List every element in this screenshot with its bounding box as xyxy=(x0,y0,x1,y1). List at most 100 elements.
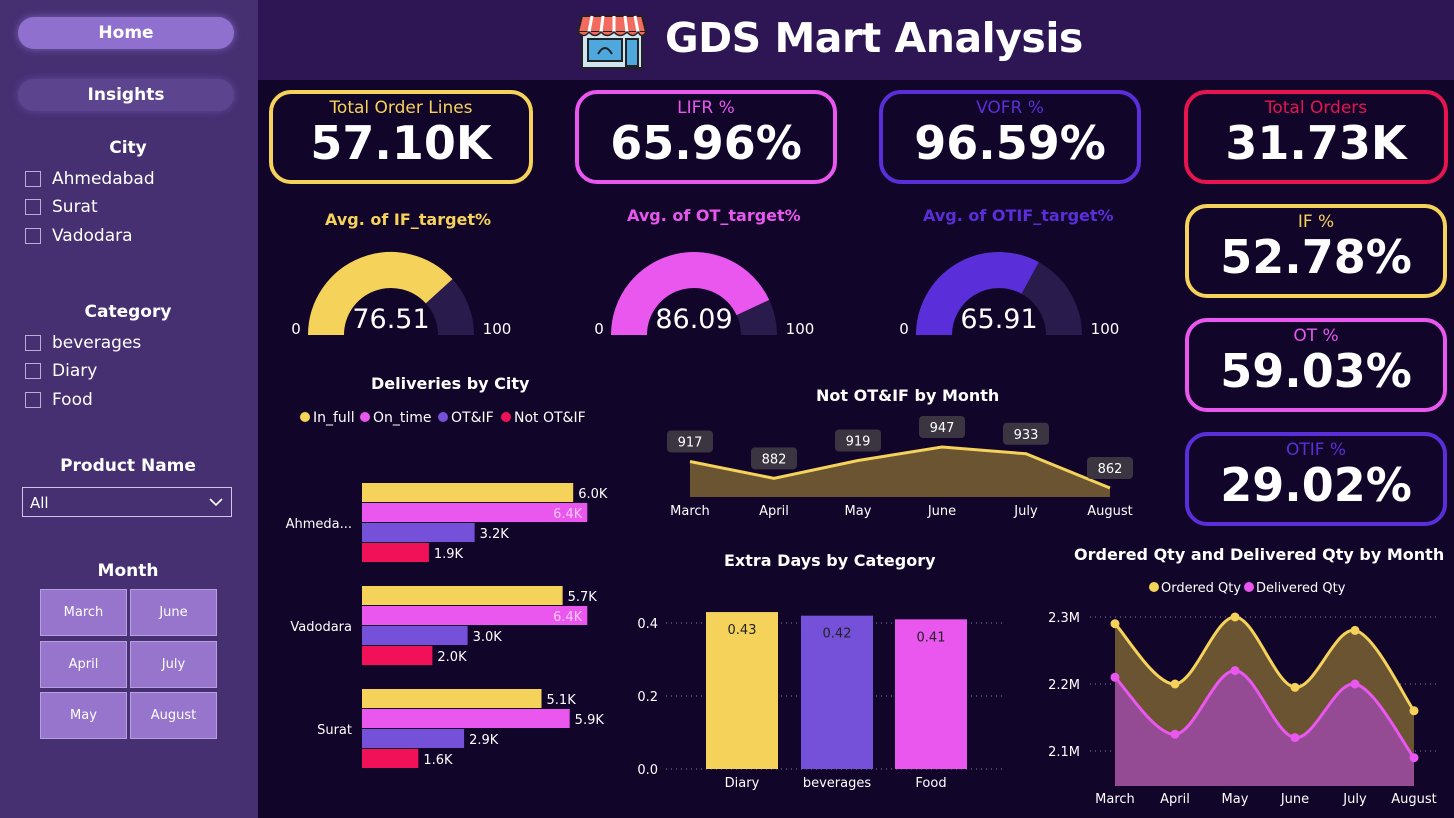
x-axis-label: July xyxy=(1013,504,1038,519)
y-axis-label: 2.3M xyxy=(1048,611,1080,626)
gauge-title: Avg. of OT_target% xyxy=(627,206,801,225)
product-name-dropdown[interactable]: All xyxy=(22,487,232,517)
data-point xyxy=(1290,733,1300,743)
kpi-value: 96.59% xyxy=(914,116,1106,170)
kpi-label: OTIF % xyxy=(1285,440,1347,460)
kpi-vofr: VOFR % 96.59% xyxy=(879,90,1141,184)
data-label: 933 xyxy=(1014,428,1039,443)
chart-title: Extra Days by Category xyxy=(724,551,936,570)
x-axis-label: March xyxy=(1095,792,1135,807)
city-filter-title: City xyxy=(109,138,147,158)
month-button-july[interactable]: July xyxy=(130,641,217,688)
y-axis-label: 2.2M xyxy=(1048,678,1080,693)
x-axis-label: beverages xyxy=(803,776,872,791)
kpi-label: OT % xyxy=(1293,326,1339,346)
x-axis-label: April xyxy=(759,504,789,519)
checkbox[interactable] xyxy=(25,392,41,408)
city-bar xyxy=(362,729,465,748)
city-bar xyxy=(362,646,433,665)
bar-data-label: 1.9K xyxy=(434,547,464,562)
legend-label: Not OT&IF xyxy=(514,410,586,426)
gauge-title: Avg. of OTIF_target% xyxy=(923,206,1114,225)
city-axis-label: Vadodara xyxy=(290,620,352,635)
kpi-label: VOFR % xyxy=(976,98,1044,118)
data-label-bg xyxy=(919,416,965,438)
data-point xyxy=(1350,679,1360,689)
bar-data-label: 5.7K xyxy=(568,590,598,605)
y-axis-label: 0.4 xyxy=(637,617,658,632)
data-label-bg xyxy=(751,447,797,470)
category-option-diary[interactable]: Diary xyxy=(25,361,97,381)
data-label: 882 xyxy=(762,452,787,467)
bar-data-label: 1.6K xyxy=(423,753,453,768)
category-bar xyxy=(801,615,873,769)
checkbox[interactable] xyxy=(25,171,41,187)
x-axis-label: August xyxy=(1391,792,1437,807)
category-option-beverages[interactable]: beverages xyxy=(25,333,141,353)
category-bar xyxy=(895,619,967,769)
bar-data-label: 6.0K xyxy=(578,487,608,502)
data-label-bg xyxy=(1087,457,1133,479)
x-axis-label: June xyxy=(927,504,956,519)
product-filter-title: Product Name xyxy=(60,456,196,476)
data-point xyxy=(1110,672,1120,682)
kpi-otif-pct: OTIF % 29.02% xyxy=(1185,432,1447,526)
kpi-label: Total Order Lines xyxy=(329,98,473,118)
bar-data-label: 2.0K xyxy=(437,650,467,665)
bar-data-label: 6.4K xyxy=(553,507,583,522)
checkbox[interactable] xyxy=(25,228,41,244)
sidebar: Home Insights City Ahmedabad Surat Vadod… xyxy=(0,0,258,818)
month-button-march[interactable]: March xyxy=(40,589,127,636)
category-option-label: Food xyxy=(52,390,93,410)
data-label: 862 xyxy=(1098,462,1123,477)
x-axis-label: August xyxy=(1087,504,1133,519)
bar-data-label: 0.43 xyxy=(728,623,757,638)
bar-data-label: 3.2K xyxy=(480,527,510,542)
kpi-if-pct: IF % 52.78% xyxy=(1185,204,1447,298)
data-label-bg xyxy=(1003,422,1049,445)
shop-icon xyxy=(576,15,648,69)
month-button-june[interactable]: June xyxy=(130,589,217,636)
city-axis-label: Ahmeda... xyxy=(286,517,352,532)
city-option-vadodara[interactable]: Vadodara xyxy=(25,226,133,246)
insights-button[interactable]: Insights xyxy=(18,79,234,111)
kpi-value: 29.02% xyxy=(1220,458,1412,512)
month-button-april[interactable]: April xyxy=(40,641,127,688)
x-axis-label: May xyxy=(1222,792,1249,807)
checkbox[interactable] xyxy=(25,199,41,215)
data-point xyxy=(1409,753,1419,763)
chevron-down-icon xyxy=(209,498,223,507)
city-option-ahmedabad[interactable]: Ahmedabad xyxy=(25,169,155,189)
city-option-surat[interactable]: Surat xyxy=(25,197,98,217)
checkbox[interactable] xyxy=(25,363,41,379)
bar-data-label: 6.4K xyxy=(553,610,583,625)
data-point xyxy=(1230,666,1240,676)
category-option-label: Diary xyxy=(52,361,98,381)
kpi-value: 52.78% xyxy=(1220,230,1412,284)
x-axis-label: May xyxy=(845,504,872,519)
home-button[interactable]: Home xyxy=(18,17,234,49)
data-point xyxy=(1110,619,1120,629)
chart-title: Deliveries by City xyxy=(371,374,530,393)
checkbox[interactable] xyxy=(25,335,41,351)
legend-label: Delivered Qty xyxy=(1256,581,1346,596)
month-button-may[interactable]: May xyxy=(40,692,127,739)
x-axis-label: July xyxy=(1342,792,1367,807)
area-line xyxy=(689,445,1111,490)
category-option-food[interactable]: Food xyxy=(25,390,93,410)
city-option-label: Surat xyxy=(52,197,98,217)
data-point xyxy=(1409,706,1419,716)
y-axis-label: 2.1M xyxy=(1048,745,1080,760)
bar-data-label: 2.9K xyxy=(469,733,499,748)
x-axis-label: June xyxy=(1280,792,1309,807)
category-filter-title: Category xyxy=(84,302,172,322)
data-point xyxy=(1290,682,1300,692)
category-option-label: beverages xyxy=(52,333,142,353)
x-axis-label: Diary xyxy=(725,776,760,791)
month-button-august[interactable]: August xyxy=(130,692,217,739)
city-bar xyxy=(362,709,570,728)
legend-marker xyxy=(438,412,448,422)
data-label: 917 xyxy=(678,435,703,450)
city-bar xyxy=(362,523,475,542)
